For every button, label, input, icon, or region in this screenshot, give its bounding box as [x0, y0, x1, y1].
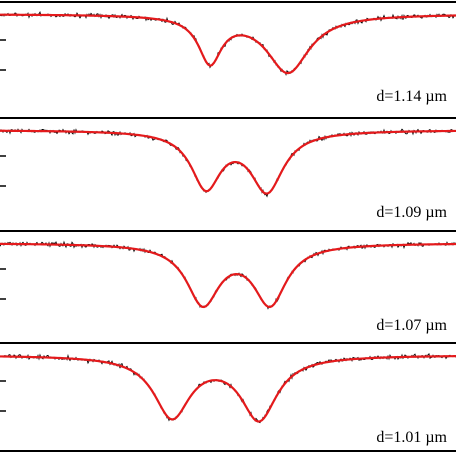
spectrum-panel-1: d=1.14 µm: [0, 1, 456, 105]
spectrum-panel-2: d=1.09 µm: [0, 117, 456, 221]
fit-curve: [0, 13, 456, 75]
panel-label: d=1.14 µm: [376, 88, 447, 105]
spectrum-panel-4: d=1.01 µm: [0, 342, 456, 446]
measured-trace: [0, 352, 456, 424]
spectrum-panel-3: d=1.07 µm: [0, 230, 456, 334]
measured-trace: [0, 240, 456, 310]
fit-curve: [0, 355, 456, 423]
panel-label: d=1.01 µm: [376, 429, 447, 446]
panel-label: d=1.09 µm: [376, 204, 447, 221]
fit-curve: [0, 129, 456, 195]
panel-label: d=1.07 µm: [376, 317, 447, 334]
fit-curve: [0, 242, 456, 309]
measured-trace: [0, 128, 456, 198]
measured-trace: [0, 10, 456, 77]
